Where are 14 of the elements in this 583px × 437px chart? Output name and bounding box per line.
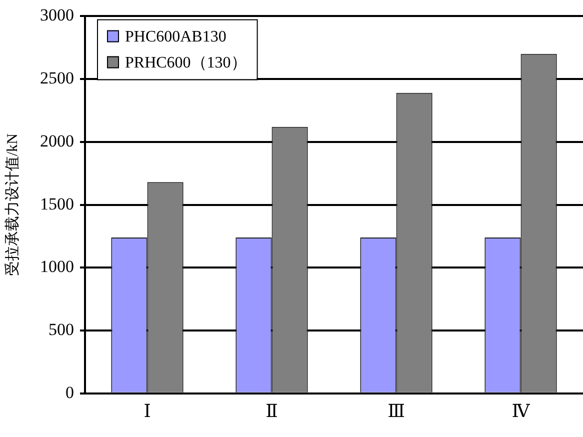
legend-label: PHC600AB130 bbox=[125, 28, 226, 46]
y-tick-label: 0 bbox=[66, 382, 74, 402]
y-tick-label: 500 bbox=[48, 320, 74, 339]
x-tick-label: Ⅲ bbox=[388, 400, 405, 421]
y-tick-label: 3000 bbox=[40, 6, 74, 25]
y-tick-label: 2000 bbox=[40, 131, 74, 150]
y-axis-title: 受拉承载力设计值/kN bbox=[4, 133, 21, 276]
x-tick-label: Ⅳ bbox=[512, 400, 531, 421]
x-tick-label: Ⅰ bbox=[144, 400, 151, 421]
legend-label: PRHC600（130） bbox=[125, 54, 247, 72]
y-tick-label: 2500 bbox=[40, 68, 74, 88]
y-tick-label: 1500 bbox=[40, 194, 74, 214]
y-tick-label: 1000 bbox=[40, 257, 74, 276]
x-tick-label: Ⅱ bbox=[266, 400, 278, 421]
